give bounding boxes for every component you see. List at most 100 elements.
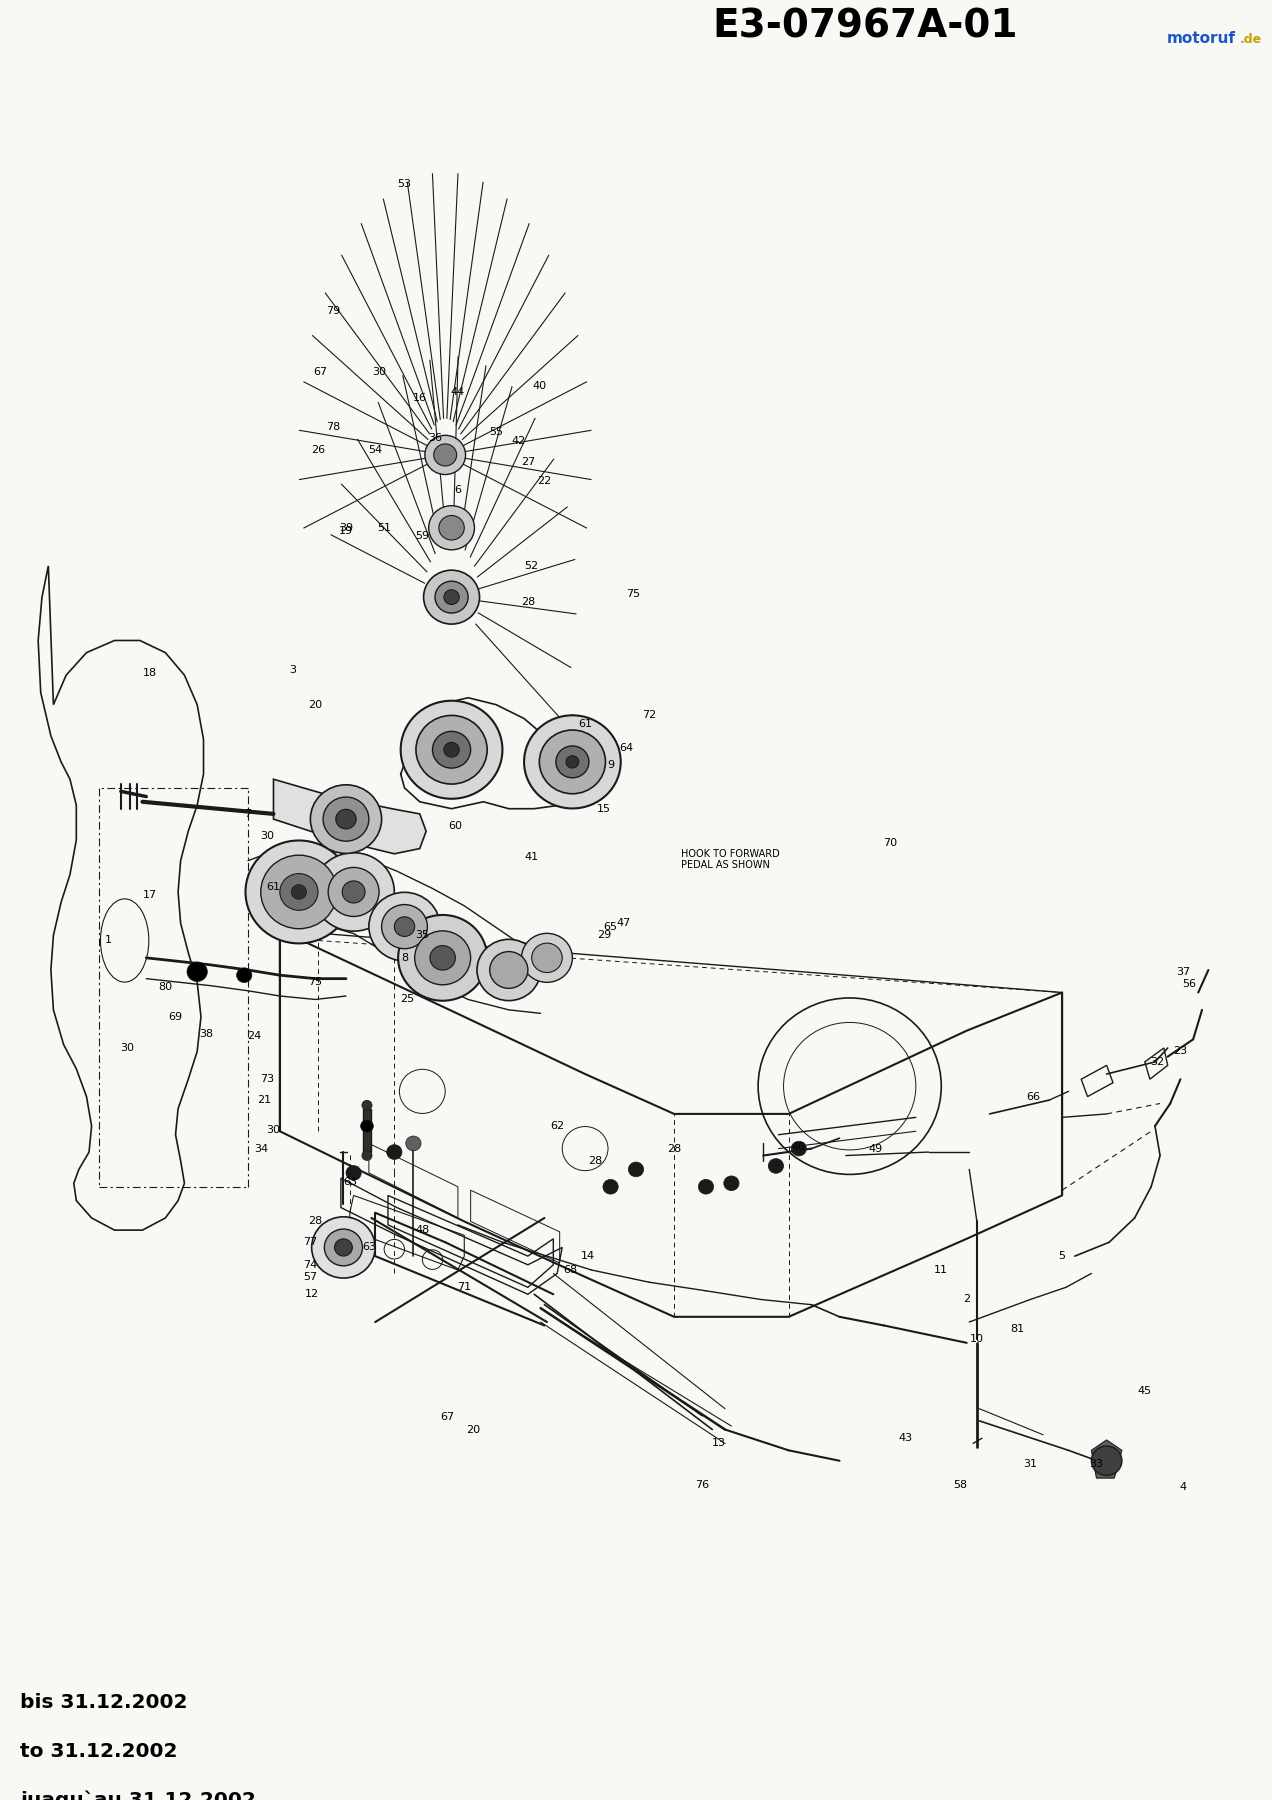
Circle shape bbox=[439, 515, 464, 540]
Circle shape bbox=[342, 880, 365, 904]
Text: 10: 10 bbox=[969, 1334, 985, 1345]
Text: 32: 32 bbox=[1150, 1057, 1165, 1067]
Circle shape bbox=[361, 1100, 373, 1111]
Circle shape bbox=[387, 1145, 402, 1159]
Circle shape bbox=[361, 1150, 373, 1161]
Circle shape bbox=[369, 893, 440, 961]
Text: 63: 63 bbox=[361, 1242, 377, 1253]
Text: 33: 33 bbox=[1089, 1460, 1104, 1469]
Circle shape bbox=[312, 1217, 375, 1278]
Text: 57: 57 bbox=[303, 1273, 318, 1282]
Text: 61: 61 bbox=[577, 718, 593, 729]
Circle shape bbox=[425, 436, 466, 475]
Text: 63: 63 bbox=[342, 1177, 357, 1186]
Text: 41: 41 bbox=[524, 851, 539, 862]
Text: 67: 67 bbox=[440, 1413, 455, 1422]
Circle shape bbox=[566, 756, 579, 769]
Circle shape bbox=[237, 968, 252, 983]
Text: 20: 20 bbox=[308, 700, 323, 709]
Text: 27: 27 bbox=[520, 457, 536, 466]
Text: 31: 31 bbox=[1023, 1460, 1038, 1469]
Text: 36: 36 bbox=[427, 432, 443, 443]
Text: 76: 76 bbox=[695, 1480, 710, 1490]
Text: bis 31.12.2002: bis 31.12.2002 bbox=[20, 1694, 188, 1712]
Text: 71: 71 bbox=[457, 1282, 472, 1292]
Text: 58: 58 bbox=[953, 1480, 968, 1490]
Text: 72: 72 bbox=[641, 709, 656, 720]
Circle shape bbox=[416, 715, 487, 785]
Text: 64: 64 bbox=[618, 743, 633, 752]
Text: 15: 15 bbox=[597, 805, 612, 814]
Circle shape bbox=[432, 731, 471, 769]
Circle shape bbox=[415, 931, 471, 985]
Circle shape bbox=[401, 700, 502, 799]
Circle shape bbox=[435, 581, 468, 614]
Text: 51: 51 bbox=[377, 522, 392, 533]
Text: 77: 77 bbox=[303, 1237, 318, 1247]
Text: 23: 23 bbox=[1173, 1046, 1188, 1057]
Circle shape bbox=[394, 916, 415, 936]
Text: motoruf: motoruf bbox=[1166, 31, 1235, 45]
Text: 22: 22 bbox=[537, 475, 552, 486]
Text: to 31.12.2002: to 31.12.2002 bbox=[20, 1742, 178, 1760]
Text: 54: 54 bbox=[368, 445, 383, 455]
Text: 12: 12 bbox=[304, 1289, 319, 1300]
Text: 24: 24 bbox=[247, 1031, 262, 1040]
Text: 28: 28 bbox=[667, 1143, 682, 1154]
Text: 28: 28 bbox=[588, 1156, 603, 1166]
Circle shape bbox=[603, 1179, 618, 1193]
Text: 8: 8 bbox=[401, 952, 408, 963]
Text: 26: 26 bbox=[310, 445, 326, 455]
Circle shape bbox=[323, 797, 369, 841]
Text: 3: 3 bbox=[289, 664, 296, 675]
Text: 78: 78 bbox=[326, 423, 341, 432]
Text: 79: 79 bbox=[326, 306, 341, 317]
Text: 7: 7 bbox=[244, 808, 252, 819]
Text: 48: 48 bbox=[415, 1226, 430, 1235]
Circle shape bbox=[336, 810, 356, 830]
Text: 68: 68 bbox=[562, 1265, 577, 1274]
Circle shape bbox=[324, 1229, 363, 1265]
Text: 28: 28 bbox=[308, 1217, 323, 1226]
Circle shape bbox=[444, 742, 459, 758]
Text: 21: 21 bbox=[257, 1094, 272, 1105]
Circle shape bbox=[434, 445, 457, 466]
Polygon shape bbox=[273, 779, 426, 853]
Circle shape bbox=[328, 868, 379, 916]
Text: 30: 30 bbox=[371, 367, 387, 376]
Text: 70: 70 bbox=[883, 839, 898, 848]
Text: 67: 67 bbox=[313, 367, 328, 376]
Text: 75: 75 bbox=[308, 977, 323, 986]
Text: 5: 5 bbox=[1058, 1251, 1066, 1262]
Text: E3-07967A-01: E3-07967A-01 bbox=[712, 7, 1018, 45]
Circle shape bbox=[335, 1238, 352, 1256]
Text: 20: 20 bbox=[466, 1424, 481, 1435]
Circle shape bbox=[424, 571, 480, 625]
Circle shape bbox=[628, 1163, 644, 1177]
Text: 75: 75 bbox=[626, 589, 641, 599]
Text: 47: 47 bbox=[616, 918, 631, 929]
Circle shape bbox=[791, 1141, 806, 1156]
Text: 56: 56 bbox=[1182, 979, 1197, 988]
Circle shape bbox=[398, 914, 487, 1001]
Circle shape bbox=[310, 785, 382, 853]
Text: 19: 19 bbox=[338, 526, 354, 536]
Circle shape bbox=[1091, 1445, 1122, 1476]
Text: 1: 1 bbox=[104, 936, 112, 945]
Circle shape bbox=[382, 905, 427, 949]
Text: 46: 46 bbox=[791, 1141, 806, 1152]
Polygon shape bbox=[1091, 1440, 1122, 1478]
Circle shape bbox=[361, 1120, 374, 1132]
Text: 29: 29 bbox=[597, 931, 612, 940]
Text: 39: 39 bbox=[338, 522, 354, 533]
Text: 37: 37 bbox=[1175, 967, 1191, 977]
Text: 18: 18 bbox=[142, 668, 158, 679]
Text: 45: 45 bbox=[1137, 1386, 1152, 1397]
Text: 53: 53 bbox=[397, 180, 412, 189]
Text: 17: 17 bbox=[142, 891, 158, 900]
Circle shape bbox=[724, 1175, 739, 1190]
Text: 65: 65 bbox=[603, 922, 618, 932]
Text: 40: 40 bbox=[532, 380, 547, 391]
Text: 73: 73 bbox=[259, 1075, 275, 1084]
Text: 43: 43 bbox=[898, 1433, 913, 1444]
